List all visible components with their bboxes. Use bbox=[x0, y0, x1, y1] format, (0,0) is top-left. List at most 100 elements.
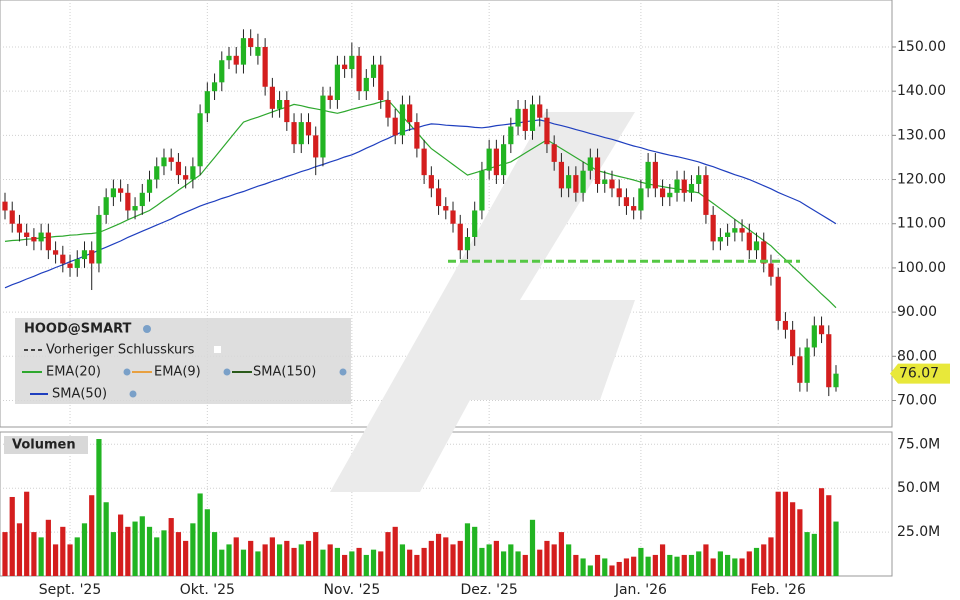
volume-bar bbox=[255, 551, 261, 576]
x-tick-label: Nov. '25 bbox=[323, 582, 380, 598]
volume-bar bbox=[782, 491, 789, 576]
candle-body bbox=[9, 210, 15, 224]
candle-body bbox=[276, 100, 283, 109]
legend-icon bbox=[143, 325, 151, 333]
volume-bar bbox=[2, 532, 8, 576]
candle-body bbox=[508, 126, 514, 145]
y-tick-label: 75.0M bbox=[897, 436, 940, 452]
y-tick-label: 50.0M bbox=[897, 480, 940, 496]
candle-body bbox=[219, 60, 225, 83]
candle-body bbox=[717, 236, 723, 242]
candle-body bbox=[725, 232, 731, 237]
volume-bar bbox=[125, 526, 131, 576]
candle-body bbox=[342, 64, 348, 70]
volume-bar bbox=[753, 547, 760, 576]
legend-icon bbox=[214, 346, 221, 353]
candle-body bbox=[298, 122, 304, 145]
candle-body bbox=[146, 179, 153, 193]
volume-bar bbox=[233, 537, 239, 576]
legend-icon bbox=[129, 390, 137, 398]
volume-bar bbox=[305, 540, 312, 576]
candle-body bbox=[305, 122, 312, 136]
candle-body bbox=[175, 161, 182, 176]
volume-bar bbox=[623, 558, 630, 576]
y-tick-label: 130.00 bbox=[897, 127, 946, 143]
candle-body bbox=[89, 250, 95, 264]
volume-bar bbox=[139, 516, 145, 576]
volume-bar bbox=[399, 544, 406, 576]
y-tick-label: 140.00 bbox=[897, 83, 946, 99]
candle-body bbox=[674, 179, 680, 193]
volume-bar bbox=[284, 540, 290, 576]
volume-bar bbox=[566, 544, 572, 576]
candle-body bbox=[450, 210, 456, 224]
volume-bar bbox=[291, 547, 297, 576]
candle-body bbox=[60, 254, 66, 264]
candle-body bbox=[761, 241, 767, 264]
candle-body bbox=[168, 157, 174, 162]
candle-body bbox=[645, 161, 651, 189]
volume-bar bbox=[276, 544, 283, 576]
volume-bar bbox=[407, 549, 413, 576]
candle-body bbox=[435, 188, 442, 207]
volume-bar bbox=[67, 544, 73, 576]
candle-body bbox=[45, 232, 51, 251]
volume-bar bbox=[811, 533, 817, 576]
candle-body bbox=[385, 100, 391, 118]
volume-bar bbox=[522, 554, 528, 576]
volume-bar bbox=[16, 523, 23, 576]
volume-bar bbox=[696, 551, 702, 576]
last-price-tag bbox=[890, 363, 950, 384]
candle-body bbox=[479, 170, 485, 211]
candle-body bbox=[739, 228, 745, 233]
volume-bar bbox=[544, 540, 550, 576]
volume-bar bbox=[31, 532, 37, 576]
x-tick-label: Feb. '26 bbox=[751, 582, 806, 598]
volume-bar bbox=[710, 558, 716, 576]
volume-bar bbox=[688, 554, 695, 576]
volume-bar bbox=[833, 521, 839, 576]
volume-bar bbox=[363, 554, 369, 576]
candle-body bbox=[139, 192, 145, 207]
watermark bbox=[330, 112, 635, 492]
candle-body bbox=[52, 250, 59, 255]
candle-body bbox=[797, 356, 803, 383]
candle-body bbox=[96, 214, 102, 264]
volume-bar bbox=[392, 526, 398, 576]
candle-body bbox=[703, 175, 709, 215]
candle-body bbox=[38, 232, 44, 242]
candle-body bbox=[667, 192, 673, 198]
candle-body bbox=[616, 188, 622, 198]
candle-body bbox=[688, 183, 695, 193]
candle-body bbox=[103, 197, 109, 215]
candle-body bbox=[558, 161, 565, 189]
candle-body bbox=[790, 329, 796, 357]
volume-bar bbox=[631, 556, 637, 576]
volume-bar bbox=[551, 544, 557, 576]
candle-body bbox=[132, 206, 138, 211]
x-tick-label: Sept. '25 bbox=[39, 582, 101, 598]
volume-bar bbox=[334, 547, 341, 576]
legend-label: SMA(50) bbox=[52, 387, 107, 402]
volume-bar bbox=[9, 496, 15, 576]
candle-body bbox=[284, 100, 290, 123]
candle-body bbox=[753, 241, 760, 251]
volume-bar bbox=[609, 565, 615, 576]
candle-body bbox=[775, 276, 781, 321]
volume-bar bbox=[211, 532, 218, 576]
volume-bar bbox=[775, 491, 781, 576]
candle-body bbox=[652, 161, 658, 189]
volume-bar bbox=[356, 547, 362, 576]
candle-body bbox=[211, 82, 218, 92]
volume-bar bbox=[320, 549, 326, 576]
candle-body bbox=[710, 214, 716, 242]
legend-label: SMA(150) bbox=[253, 365, 316, 380]
x-tick-label: Jan. '26 bbox=[614, 582, 667, 598]
candle-body bbox=[500, 144, 507, 176]
volume-bar bbox=[435, 533, 442, 576]
candle-body bbox=[118, 188, 124, 193]
volume-bar bbox=[38, 537, 44, 576]
volume-bar bbox=[732, 558, 738, 576]
volume-bar bbox=[161, 530, 167, 576]
volume-bar bbox=[717, 551, 723, 576]
